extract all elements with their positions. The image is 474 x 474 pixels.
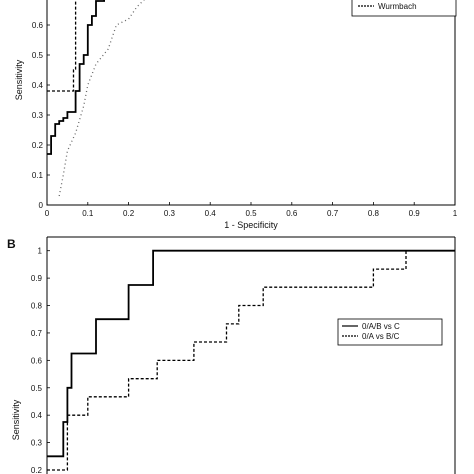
- panel-a: 0 0.1 0.2 0.3 0.4 0.5 0.6 0.7 0.8 0.9 1 0 0.1 0.2 0.3 0…: [14, 0, 458, 230]
- series-line-dotted: [58, 0, 145, 197]
- y-tick-label: 0: [39, 201, 44, 210]
- x-tick-label: 0.1: [82, 209, 94, 218]
- legend-label: 0/A/B vs C: [362, 322, 400, 331]
- y-tick-label: 0.6: [31, 356, 43, 365]
- y-tick-label: 0.4: [32, 81, 44, 90]
- y-tick-label: 0.2: [32, 141, 44, 150]
- plot-a-series-group: [47, 0, 145, 197]
- x-tick-label: 0.4: [205, 209, 217, 218]
- y-tick-label: 0.2: [31, 466, 43, 474]
- plot-b-series-group: [47, 249, 455, 471]
- plot-a-frame: [46, 0, 456, 206]
- y-tick-label: 0.3: [31, 439, 43, 448]
- x-tick-label: 0.2: [123, 209, 135, 218]
- x-tick-label: 0.7: [327, 209, 339, 218]
- panel-b-letter: B: [7, 237, 16, 251]
- x-tick-label: 1: [453, 209, 458, 218]
- legend-box: [351, 0, 457, 17]
- series-line-dashed: [47, 250, 407, 471]
- x-tick-label: 0.9: [409, 209, 421, 218]
- x-tick-label: 0: [45, 209, 50, 218]
- y-tick-label: 0.7: [31, 329, 43, 338]
- y-tick-label: 0.5: [32, 51, 44, 60]
- legend-box: [337, 318, 443, 346]
- y-tick-label: 1: [38, 247, 43, 256]
- y-axis-label: Sensitivity: [14, 59, 24, 100]
- series-line-dashed: [47, 0, 77, 92]
- legend-label: Wurmbach: [378, 2, 417, 11]
- y-axis-label: Sensitivity: [11, 399, 21, 440]
- y-tick-label: 0.9: [31, 274, 43, 283]
- y-tick-label: 0.3: [32, 111, 44, 120]
- y-tick-label: 0.5: [31, 384, 43, 393]
- series-line-solid: [47, 0, 105, 155]
- x-tick-label: 0.3: [164, 209, 176, 218]
- x-axis-label: 1 - Specificity: [224, 220, 278, 230]
- series-line-solid: [47, 249, 455, 458]
- y-tick-label: 0.6: [32, 21, 44, 30]
- panel-b: B 0.2 0.3 0.4 0.5 0.6 0.7 0.8 0.9 1 Sensitivity 0/A…: [7, 236, 456, 474]
- y-tick-label: 0.1: [32, 171, 44, 180]
- x-tick-label: 0.6: [286, 209, 298, 218]
- legend-label: 0/A vs B/C: [362, 332, 400, 341]
- y-tick-label: 0.4: [31, 411, 43, 420]
- x-tick-label: 0.5: [245, 209, 257, 218]
- y-tick-label: 0.8: [31, 302, 43, 311]
- x-tick-label: 0.8: [368, 209, 380, 218]
